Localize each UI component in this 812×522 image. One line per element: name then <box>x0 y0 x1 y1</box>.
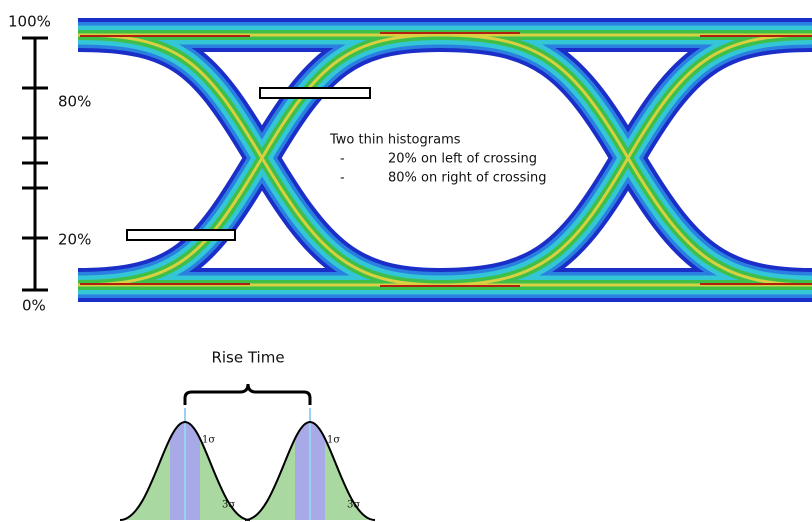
trace-peak <box>80 32 812 287</box>
scale-label: 20% <box>58 231 91 249</box>
annotation-bullet: - <box>340 152 345 167</box>
annotation-bullet: - <box>340 171 345 186</box>
rise-time-label: Rise Time <box>211 349 284 367</box>
histogram-window-80 <box>259 87 371 99</box>
gaussian-outline <box>244 420 376 521</box>
amplitude-scale <box>22 36 48 292</box>
distribution: 1σ 3σ <box>244 408 376 521</box>
scale-label: 80% <box>58 93 91 111</box>
annotation-item: 80% on right of crossing <box>388 171 547 186</box>
distribution: 1σ 3σ <box>119 408 251 521</box>
sigma-label: 3σ <box>222 500 235 511</box>
scale-label: 0% <box>22 297 46 315</box>
scale-label: 100% <box>8 13 51 31</box>
annotation-item: 20% on left of crossing <box>388 152 537 167</box>
gaussian-outline <box>119 420 251 521</box>
histogram-window-20 <box>126 229 236 241</box>
sigma-label: 1σ <box>327 435 340 446</box>
eye-traces <box>78 33 812 286</box>
sigma-label: 1σ <box>202 435 215 446</box>
rise-time-brace <box>183 383 312 405</box>
annotation-title: Two thin histograms <box>329 133 461 148</box>
sigma-label: 3σ <box>347 500 360 511</box>
